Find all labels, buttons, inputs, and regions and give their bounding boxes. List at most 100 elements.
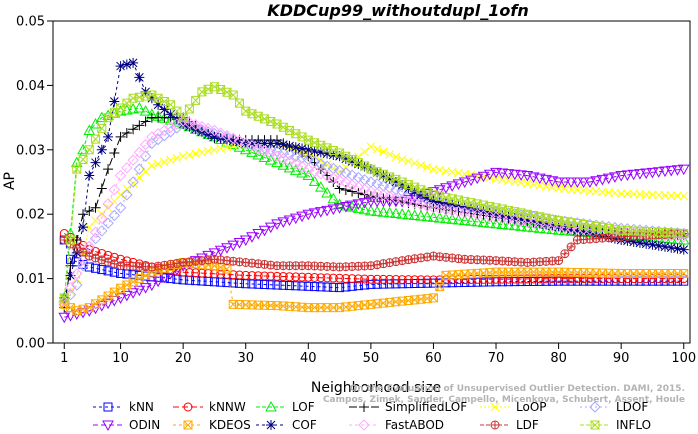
point-odin bbox=[252, 229, 265, 240]
point-loop bbox=[391, 152, 401, 162]
point-fastabod bbox=[227, 132, 239, 144]
point-odin bbox=[377, 196, 390, 208]
point-knnw bbox=[378, 274, 388, 284]
point-cof bbox=[428, 196, 439, 207]
point-inflo bbox=[66, 235, 76, 245]
legend-item-fastabod: FastABOD bbox=[349, 418, 444, 432]
point-lof bbox=[383, 206, 396, 218]
series-odin bbox=[58, 164, 690, 324]
point-knn bbox=[491, 277, 501, 287]
point-odin bbox=[652, 167, 665, 178]
point-cof bbox=[415, 189, 426, 200]
point-fastabod bbox=[240, 137, 252, 150]
point-cof bbox=[478, 206, 489, 217]
point-lof bbox=[402, 208, 415, 220]
point-loop bbox=[166, 155, 175, 165]
point-simplifiedlof bbox=[96, 183, 107, 194]
point-knn bbox=[554, 276, 564, 286]
point-cof bbox=[578, 227, 589, 238]
legend-marker-loop bbox=[490, 402, 500, 412]
point-lof bbox=[314, 181, 327, 192]
point-knnw bbox=[504, 274, 514, 284]
point-knnw bbox=[453, 275, 463, 285]
point-knnw bbox=[178, 267, 188, 277]
point-cof bbox=[628, 236, 639, 247]
point-knnw bbox=[460, 275, 470, 285]
point-knn bbox=[253, 279, 263, 289]
point-lof bbox=[408, 209, 421, 220]
point-lof bbox=[508, 219, 521, 231]
point-odin bbox=[221, 243, 233, 254]
point-ldof bbox=[277, 147, 289, 159]
point-knnw bbox=[391, 275, 401, 285]
point-knnw bbox=[491, 274, 501, 284]
point-cof bbox=[566, 224, 577, 235]
point-odin bbox=[646, 167, 659, 179]
point-knn bbox=[522, 276, 532, 286]
point-odin bbox=[502, 169, 515, 180]
point-odin bbox=[283, 215, 296, 227]
point-odin bbox=[164, 268, 177, 280]
point-cof bbox=[484, 207, 495, 218]
point-cof bbox=[440, 198, 451, 209]
point-simplifiedlof bbox=[347, 186, 358, 197]
legend-label-fastabod: FastABOD bbox=[385, 418, 444, 432]
x-tick-label: 30 bbox=[237, 351, 254, 366]
point-odin bbox=[671, 165, 684, 176]
point-knnw bbox=[497, 274, 507, 284]
point-ldof bbox=[133, 163, 146, 175]
point-simplifiedlof bbox=[140, 116, 151, 127]
legend-item-loop: LoOP bbox=[480, 400, 547, 414]
plot-area bbox=[52, 20, 691, 344]
point-cof bbox=[153, 99, 164, 110]
watermark-line-1: Campos, Zimek, Sander, Campello, Micenko… bbox=[323, 395, 685, 405]
point-odin bbox=[114, 293, 127, 304]
point-knn bbox=[316, 282, 326, 292]
point-fastabod bbox=[340, 176, 352, 189]
legend-item-lof: LOF bbox=[256, 400, 315, 414]
point-odin bbox=[58, 312, 71, 324]
point-inflo bbox=[84, 145, 94, 155]
legend-item-cof: COF bbox=[256, 418, 317, 432]
point-fastabod bbox=[290, 158, 302, 170]
point-knnw bbox=[416, 275, 426, 285]
y-tick-label: 0.00 bbox=[16, 337, 45, 352]
point-ldof bbox=[396, 185, 408, 198]
x-tick-label: 20 bbox=[175, 351, 192, 366]
point-cof bbox=[115, 61, 126, 72]
point-cof bbox=[278, 139, 289, 150]
point-loop bbox=[366, 142, 376, 151]
point-fastabod bbox=[352, 181, 365, 193]
point-loop bbox=[172, 153, 182, 163]
point-cof bbox=[265, 138, 276, 149]
point-fastabod bbox=[365, 185, 377, 198]
point-inflo bbox=[72, 164, 82, 174]
point-odin bbox=[314, 207, 327, 218]
point-knnw bbox=[372, 274, 382, 284]
point-loop bbox=[360, 147, 369, 157]
point-knn bbox=[353, 281, 363, 291]
legend-label-knnw: kNNW bbox=[209, 400, 246, 414]
y-tick-label: 0.03 bbox=[16, 143, 45, 158]
point-cof bbox=[128, 57, 139, 68]
point-cof bbox=[434, 197, 445, 208]
point-lof bbox=[358, 203, 371, 215]
point-odin bbox=[602, 173, 615, 185]
point-cof bbox=[71, 247, 82, 258]
y-tick-label: 0.01 bbox=[16, 272, 45, 287]
point-inflo bbox=[97, 123, 107, 133]
point-odin bbox=[289, 213, 302, 225]
point-lof bbox=[371, 205, 383, 217]
point-fastabod bbox=[127, 154, 139, 166]
point-knn bbox=[391, 279, 401, 289]
point-fastabod bbox=[333, 174, 346, 187]
point-odin bbox=[127, 288, 139, 299]
point-ldof bbox=[71, 279, 83, 291]
point-odin bbox=[264, 222, 277, 234]
point-odin bbox=[483, 169, 496, 181]
legend-item-knnw: kNNW bbox=[173, 400, 246, 414]
point-ldof bbox=[96, 225, 108, 237]
legend-marker-fastabod bbox=[358, 419, 370, 431]
point-knn bbox=[529, 276, 539, 286]
point-lof bbox=[440, 212, 452, 224]
